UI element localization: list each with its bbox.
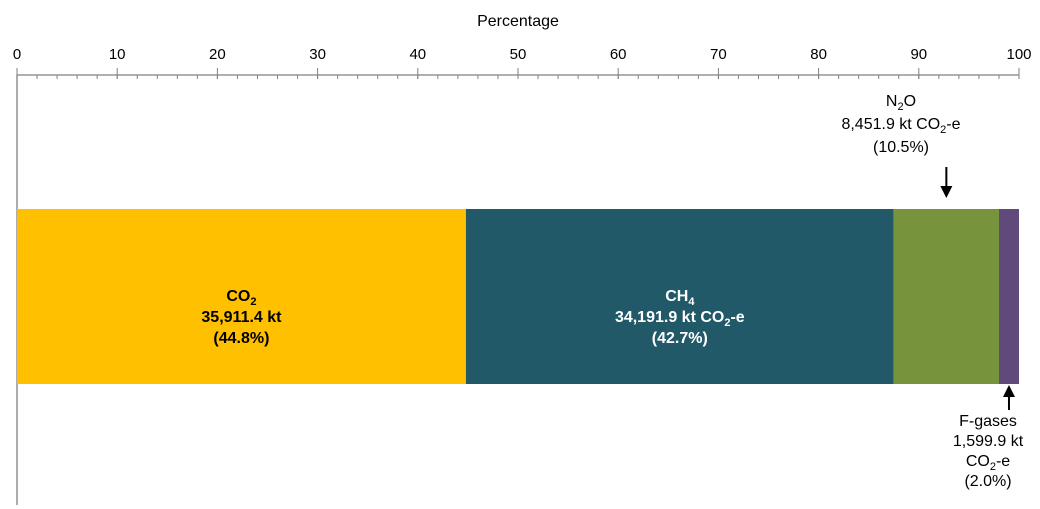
x-tick-label: 90 <box>910 46 927 63</box>
x-tick-label: 0 <box>13 46 21 63</box>
label-text: CO <box>966 453 990 470</box>
x-axis-title: Percentage <box>477 13 559 30</box>
subscript: 2 <box>940 124 946 136</box>
label-text: O <box>904 93 916 110</box>
bar-segment-f-gases <box>998 209 1019 384</box>
annotation-arrow-head <box>940 186 953 198</box>
label-text: 8,451.9 kt CO <box>841 116 940 133</box>
x-tick-label: 50 <box>510 46 527 63</box>
subscript: 2 <box>897 101 903 113</box>
x-tick-label: 10 <box>109 46 126 63</box>
segment-label-line: N2O <box>886 93 916 113</box>
bar-segment-co2 <box>17 209 466 384</box>
x-tick-label: 100 <box>1006 46 1031 63</box>
label-text: -e <box>996 453 1010 470</box>
subscript: 2 <box>250 296 256 308</box>
segment-label-line: F-gases <box>959 413 1017 430</box>
label-text: -e <box>946 116 960 133</box>
label-text: CO <box>226 288 250 305</box>
segment-label-line: (44.8%) <box>213 330 269 347</box>
x-axis: 0 10 20 30 40 50 60 70 80 90 100 <box>13 46 1032 505</box>
x-tick-label: 40 <box>409 46 426 63</box>
bar-segment-n2o <box>893 209 999 384</box>
label-text: (2.0%) <box>964 473 1011 490</box>
label-text: N <box>886 93 898 110</box>
segment-label-line: CO2-e <box>966 453 1010 473</box>
annotation-arrow-head <box>1002 385 1015 397</box>
x-tick-label: 70 <box>710 46 727 63</box>
segment-label-line: (10.5%) <box>873 139 929 156</box>
label-text: (44.8%) <box>213 330 269 347</box>
label-text: F-gases <box>959 413 1017 430</box>
x-tick-label: 30 <box>309 46 326 63</box>
segment-label-line: 8,451.9 kt CO2-e <box>841 116 960 136</box>
bar-segment-ch4 <box>465 209 894 384</box>
segment-label-line: CH4 <box>665 288 695 308</box>
segment-label-line: 34,191.9 kt CO2-e <box>615 309 745 329</box>
x-tick-label: 80 <box>810 46 827 63</box>
subscript: 2 <box>990 461 996 473</box>
segment-label-line: (2.0%) <box>964 473 1011 490</box>
label-text: (10.5%) <box>873 139 929 156</box>
segment-label-line: CO2 <box>226 288 256 308</box>
segment-label-line: 1,599.9 kt <box>953 433 1024 450</box>
x-tick-label: 60 <box>610 46 627 63</box>
x-tick-label: 20 <box>209 46 226 63</box>
subscript: 4 <box>688 296 695 308</box>
segment-label-line: (42.7%) <box>652 330 708 347</box>
segment-label-line: 35,911.4 kt <box>201 309 282 326</box>
label-text: 35,911.4 kt <box>201 309 282 326</box>
bar-segments <box>17 209 1019 384</box>
subscript: 2 <box>724 317 730 329</box>
label-text: CH <box>665 288 688 305</box>
label-text: -e <box>730 309 744 326</box>
label-text: (42.7%) <box>652 330 708 347</box>
label-text: 34,191.9 kt CO <box>615 309 724 326</box>
label-text: 1,599.9 kt <box>953 433 1024 450</box>
